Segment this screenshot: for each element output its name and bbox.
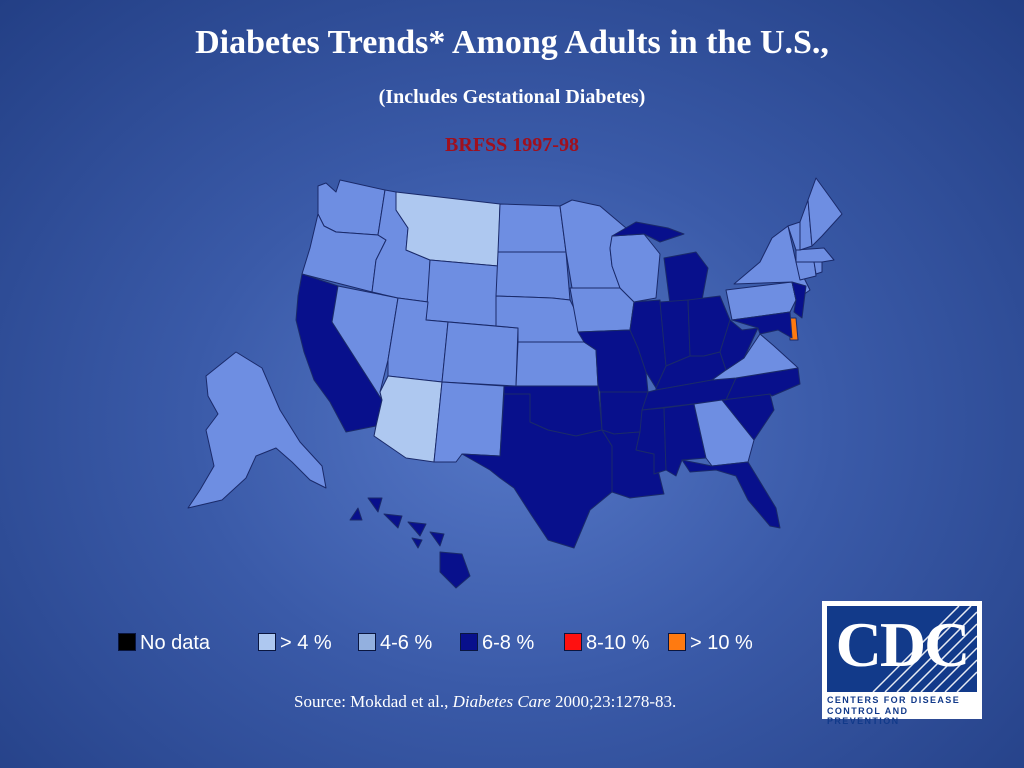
legend-swatch [668,633,686,651]
legend-label: 4-6 % [380,632,433,654]
cdc-logo-letters: CDC [835,609,971,680]
legend-item-8-10: 8-10 % [564,632,649,655]
source-prefix: Source: Mokdad et al., [294,692,453,711]
state-texas [461,393,613,549]
legend-swatch [564,633,582,651]
state-hawaii [349,497,471,589]
legend-swatch [460,633,478,651]
state-kansas [515,341,599,387]
source-suffix: 2000;23:1278-83. [550,692,677,711]
state-north-dakota [497,203,567,253]
legend-label: 8-10 % [586,632,650,654]
cdc-logo-stripes [872,606,977,692]
state-maine [807,177,843,247]
cdc-logo: CDC CENTERS FOR DISEASE CONTROL AND PREV… [822,601,982,726]
survey-label: BRFSS 1997-98 [445,134,579,156]
state-washington [317,179,386,236]
slide-subtitle: (Includes Gestational Diabetes) [378,86,646,108]
legend-item-over-10: > 10 % [668,632,753,655]
state-connecticut [795,259,817,281]
state-new-mexico [433,381,505,463]
state-pennsylvania [725,281,797,321]
legend-label: 6-8 % [482,632,535,654]
legend-label: > 4 % [280,632,332,654]
state-michigan [611,221,709,305]
legend-item-under-4: > 4 % [258,632,332,655]
legend-item-no-data: No data [118,632,210,655]
state-louisiana [601,429,665,499]
slide-title: Diabetes Trends* Among Adults in the U.S… [195,24,829,61]
state-florida [681,459,781,529]
legend-item-6-8: 6-8 % [460,632,534,655]
cdc-logo-line2: CONTROL AND PREVENTION [827,706,909,726]
legend-label: > 10 % [690,632,753,654]
legend-swatch [258,633,276,651]
legend-swatch [358,633,376,651]
state-colorado [441,321,519,387]
state-arizona [373,375,443,463]
state-rhode-island [813,261,823,275]
state-maryland [731,311,793,339]
cdc-logo-mark: CDC [827,606,977,692]
state-south-dakota [495,251,571,301]
source-journal: Diabetes Care [452,692,551,711]
state-massachusetts [795,247,835,263]
legend-item-4-6: 4-6 % [358,632,432,655]
state-wyoming [425,259,499,327]
source-citation: Source: Mokdad et al., Diabetes Care 200… [294,692,676,712]
state-new-jersey [791,281,807,319]
state-iowa [569,287,635,333]
state-alaska [187,351,327,509]
legend-label: No data [140,632,211,654]
legend-swatch [118,633,136,651]
cdc-logo-line1: CENTERS FOR DISEASE [827,695,961,705]
